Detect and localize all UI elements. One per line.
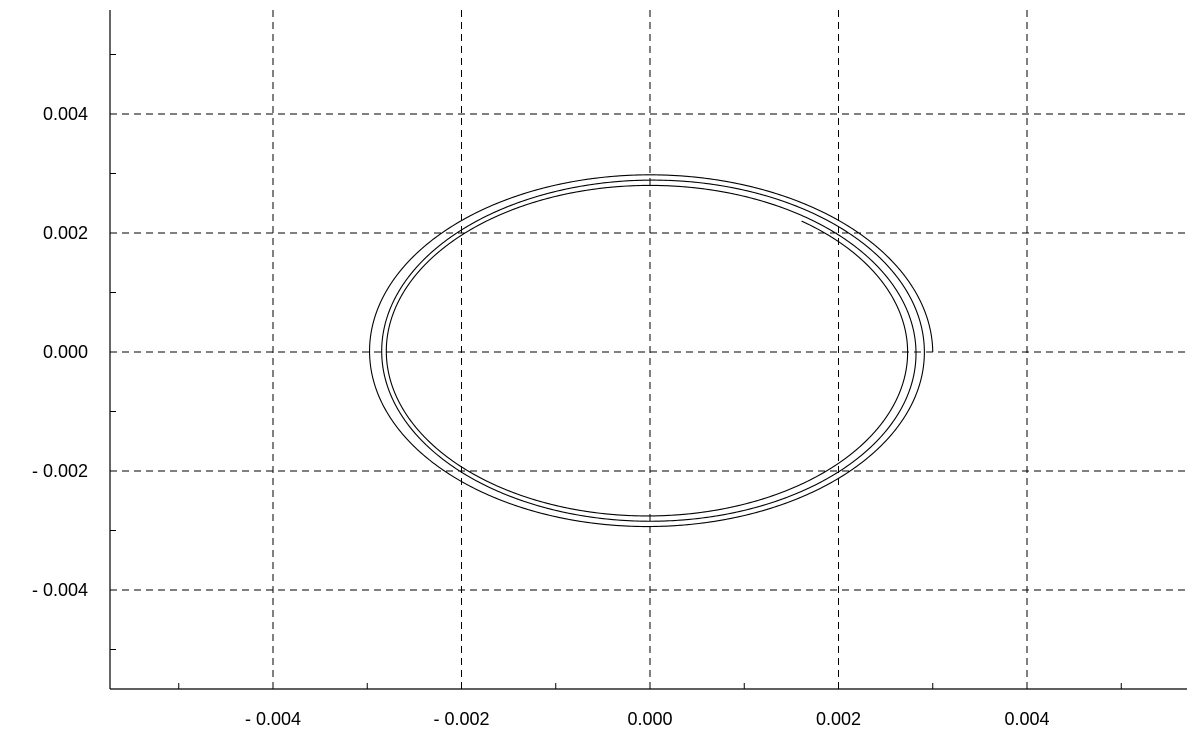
grid-lines — [110, 10, 1187, 689]
y-tick-label: - 0.002 — [32, 461, 88, 481]
tick-labels: - 0.004 - 0.002 0.000 0.002 0.004 0.004 0.002 0… — [32, 104, 1050, 729]
x-tick-label: - 0.004 — [245, 709, 301, 729]
x-tick-label: 0.004 — [1004, 709, 1049, 729]
minor-ticks — [110, 54, 1122, 689]
x-tick-label: - 0.002 — [433, 709, 489, 729]
x-tick-label: 0.000 — [627, 709, 672, 729]
x-tick-label: 0.002 — [816, 709, 861, 729]
y-tick-label: 0.002 — [43, 223, 88, 243]
y-tick-label: - 0.004 — [32, 580, 88, 600]
y-tick-label: 0.004 — [43, 104, 88, 124]
y-tick-label: 0.000 — [43, 342, 88, 362]
axes — [109, 10, 1187, 690]
orbit-line — [369, 174, 934, 528]
series-layer — [369, 174, 934, 528]
